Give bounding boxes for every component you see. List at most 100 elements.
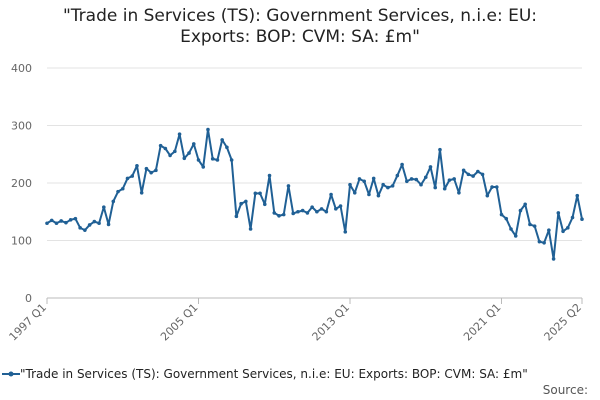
data-point (409, 177, 414, 181)
data-point (158, 143, 163, 148)
data-point (352, 190, 357, 195)
x-tick-label: 2025 Q2 (542, 301, 585, 344)
data-point (547, 228, 551, 232)
data-point (348, 182, 352, 187)
data-point (376, 193, 381, 198)
data-point (277, 213, 281, 218)
data-point (565, 226, 570, 230)
data-point (286, 184, 291, 188)
data-point (201, 165, 206, 169)
data-point (390, 184, 395, 188)
data-point (262, 202, 267, 207)
y-tick-label: 200 (11, 177, 32, 190)
data-point (106, 222, 111, 227)
data-point (357, 177, 362, 181)
data-point (68, 218, 73, 222)
data-point (400, 162, 404, 167)
data-point (447, 178, 452, 182)
data-point (480, 172, 485, 177)
data-point (405, 179, 409, 184)
data-point (196, 158, 201, 162)
data-point (229, 158, 234, 162)
data-point (191, 142, 196, 146)
data-point (452, 177, 456, 181)
data-point (239, 201, 243, 206)
data-point (45, 221, 49, 226)
data-point (120, 186, 125, 191)
data-point (542, 241, 546, 245)
data-point (319, 207, 324, 211)
data-point (466, 172, 471, 177)
data-point (423, 175, 428, 180)
data-point (471, 174, 475, 178)
data-point (513, 234, 518, 238)
data-point (177, 132, 182, 136)
data-point (343, 230, 348, 234)
data-point (248, 227, 253, 231)
data-point (509, 227, 513, 231)
data-point (97, 221, 101, 226)
data-point (324, 209, 329, 214)
data-point (116, 189, 120, 194)
data-point (528, 222, 532, 227)
data-point (523, 202, 527, 207)
data-point (414, 177, 419, 182)
data-point (367, 192, 371, 197)
data-point (485, 193, 490, 198)
data-point (59, 219, 64, 223)
data-point (102, 205, 106, 209)
data-point (570, 215, 575, 220)
data-point (305, 211, 310, 215)
data-point (532, 224, 537, 228)
data-point (575, 193, 580, 198)
data-point (267, 173, 272, 178)
x-tick-label: 2005 Q1 (158, 301, 201, 344)
legend[interactable]: "Trade in Services (TS): Government Serv… (0, 366, 600, 382)
data-point (182, 156, 187, 161)
data-point (442, 186, 447, 191)
data-point (54, 221, 59, 226)
y-tick-label: 300 (11, 120, 32, 133)
data-point (187, 151, 191, 155)
data-point (504, 216, 509, 221)
data-point (73, 216, 78, 221)
data-point (206, 127, 210, 132)
data-point (518, 208, 523, 213)
x-tick-label: 2021 Q1 (461, 301, 504, 344)
data-point (111, 199, 116, 204)
data-point (225, 145, 229, 150)
data-point (64, 220, 68, 225)
data-point (438, 147, 442, 152)
data-point (381, 182, 385, 187)
data-point (83, 228, 87, 232)
data-point (371, 176, 376, 181)
data-point (130, 174, 135, 178)
data-point (168, 153, 172, 158)
data-point (556, 211, 561, 215)
data-point (291, 211, 295, 216)
data-point (49, 218, 54, 223)
data-point (395, 173, 400, 178)
data-point (537, 239, 542, 244)
data-point (551, 257, 556, 261)
data-point (386, 185, 390, 190)
data-point (215, 158, 220, 162)
data-point (272, 211, 277, 215)
data-point (362, 179, 367, 184)
data-point (78, 226, 82, 230)
data-point (461, 168, 466, 173)
data-point (580, 217, 584, 222)
data-point (499, 212, 504, 217)
data-point (494, 185, 499, 189)
series-line (46, 128, 583, 260)
y-tick-label: 0 (25, 292, 32, 305)
data-point (433, 185, 438, 190)
data-point (334, 207, 338, 211)
chart-title-line-2: Exports: BOP: CVM: SA: £m" (180, 27, 420, 47)
data-point (561, 229, 565, 234)
y-tick-label: 400 (11, 62, 32, 75)
data-point (234, 214, 239, 219)
data-point (296, 209, 300, 214)
y-tick-label: 100 (11, 235, 32, 248)
